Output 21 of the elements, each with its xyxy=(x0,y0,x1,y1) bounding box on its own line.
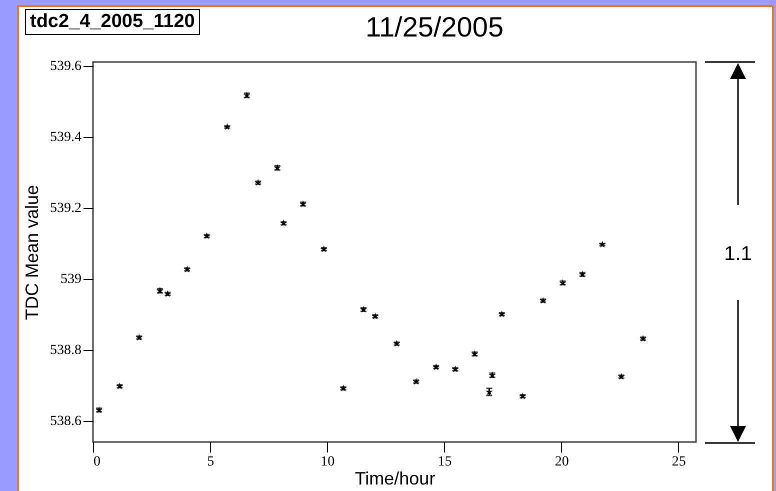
y-tick-label: 539.2 xyxy=(50,201,82,216)
x-tick-label: 10 xyxy=(320,454,335,470)
y-tick-label: 539.4 xyxy=(50,130,82,146)
y-tick-label: 539.6 xyxy=(50,59,82,74)
x-tick-label: 20 xyxy=(554,454,569,470)
text: 1.1 xyxy=(724,243,752,265)
point xyxy=(519,392,526,400)
x-tick-label: 0 xyxy=(94,454,100,470)
point xyxy=(452,365,459,372)
y-tick-label: 539 xyxy=(60,272,82,288)
y-tick-label: 538.8 xyxy=(50,343,82,358)
x-axis-title: Time/hour xyxy=(354,468,436,488)
point xyxy=(598,240,606,248)
chart-title: 11/25/2005 xyxy=(365,12,504,43)
point xyxy=(224,123,231,130)
y-tick-label: 538.6 xyxy=(50,414,82,430)
x-tick-label: 5 xyxy=(207,454,214,470)
x-tick-label: 25 xyxy=(672,454,686,470)
text: tdc2_4_2005_1120 xyxy=(25,9,200,35)
y-axis-title: TDC Mean value xyxy=(22,184,42,320)
x-tick-label: 15 xyxy=(438,454,452,470)
